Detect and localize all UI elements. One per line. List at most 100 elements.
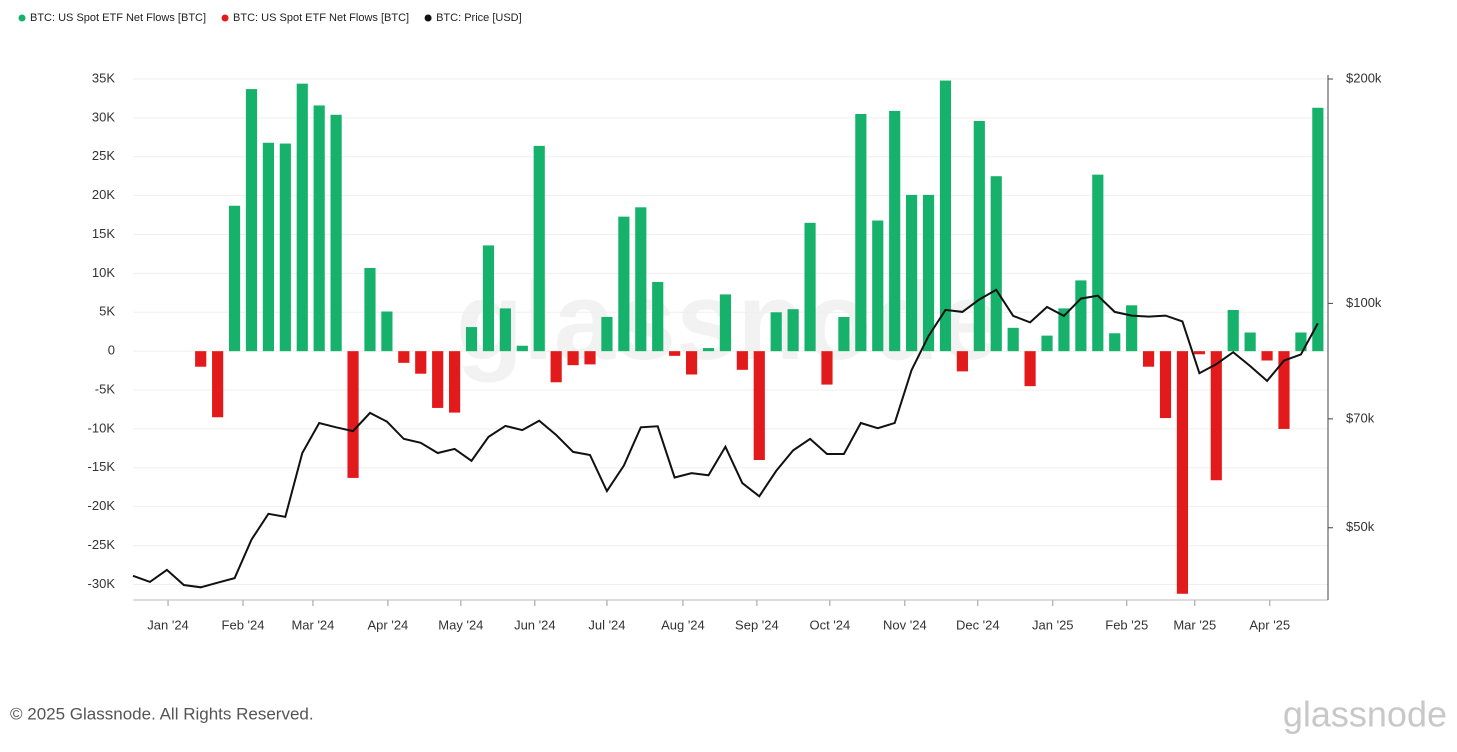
legend-marker (18, 14, 26, 22)
bar (482, 245, 495, 352)
y-tick-label: -5K (95, 381, 116, 396)
y-tick-label: -20K (88, 498, 116, 513)
bar (1075, 280, 1087, 352)
bar (415, 351, 427, 374)
y-tick-label: -10K (88, 420, 116, 435)
price-line (132, 288, 1319, 589)
bar (1159, 351, 1172, 419)
x-tick-label: Feb '25 (1105, 617, 1148, 632)
bar (990, 176, 1002, 352)
bar (685, 351, 698, 375)
bar (228, 205, 241, 352)
y2-tick-label: $200k (1346, 70, 1382, 85)
bar (347, 351, 359, 478)
bar (1058, 308, 1070, 352)
bar (838, 316, 850, 352)
y2-tick-label: $70k (1346, 410, 1375, 425)
bar (1142, 351, 1155, 367)
legend-label: BTC: US Spot ETF Net Flows [BTC] (233, 12, 409, 24)
bar (432, 351, 444, 408)
y-tick-label: 25K (92, 148, 115, 163)
bar (465, 327, 478, 352)
logo: glassnode (1283, 694, 1447, 735)
bar (1278, 351, 1290, 429)
bar (1210, 351, 1222, 481)
bar (787, 309, 799, 352)
x-tick-label: Aug '24 (661, 617, 705, 632)
y-tick-label: 35K (92, 70, 115, 85)
bar (296, 83, 308, 352)
x-tick-label: Sep '24 (735, 617, 779, 632)
bar (245, 89, 258, 352)
x-tick-label: Apr '24 (368, 617, 409, 632)
y-tick-label: 30K (92, 109, 115, 124)
bar (550, 351, 562, 383)
x-tick-label: Dec '24 (956, 617, 1000, 632)
bar (804, 222, 816, 352)
bar (279, 143, 291, 352)
legend-marker (424, 14, 432, 22)
x-tick-label: Oct '24 (809, 617, 850, 632)
legend-marker (221, 14, 229, 22)
bar (330, 114, 342, 352)
bar (889, 110, 901, 352)
bar (872, 220, 884, 352)
x-tick-label: Apr '25 (1249, 617, 1290, 632)
bar (855, 113, 867, 352)
x-tick-label: Jun '24 (514, 617, 556, 632)
bar (1295, 332, 1307, 352)
x-tick-label: Feb '24 (222, 617, 265, 632)
bar (618, 216, 630, 352)
bar (939, 80, 952, 352)
y2-tick-label: $100k (1346, 295, 1382, 310)
x-tick-label: Mar '25 (1173, 617, 1216, 632)
bar (1227, 309, 1239, 352)
bar (719, 294, 732, 352)
bar (922, 194, 935, 352)
bar (1041, 335, 1053, 352)
bar (1007, 327, 1019, 352)
x-tick-label: Jan '24 (147, 617, 189, 632)
bar (364, 267, 376, 352)
bar (195, 351, 207, 367)
bar (635, 207, 647, 352)
bar (1176, 351, 1189, 594)
bar (601, 316, 613, 352)
bar (702, 348, 715, 352)
bar (1244, 332, 1256, 352)
bar (381, 311, 393, 352)
bar (1312, 107, 1324, 352)
bar (770, 312, 782, 352)
legend-label: BTC: Price [USD] (436, 12, 522, 24)
bar (499, 308, 511, 352)
footer: © 2025 Glassnode. All Rights Reserved. (10, 704, 314, 723)
y-tick-label: -15K (88, 459, 116, 474)
y-tick-label: -30K (88, 576, 116, 591)
x-tick-label: Jul '24 (588, 617, 625, 632)
y2-tick-label: $50k (1346, 519, 1375, 534)
bar (1261, 351, 1273, 361)
y-tick-label: 15K (92, 226, 115, 241)
bar (533, 145, 545, 352)
y-tick-label: 10K (92, 265, 115, 280)
bar (753, 351, 765, 461)
x-tick-label: Jan '25 (1032, 617, 1074, 632)
y-tick-label: -25K (88, 537, 116, 552)
bar (652, 281, 664, 352)
bar (1092, 174, 1104, 352)
y-tick-label: 20K (92, 187, 115, 202)
bar (906, 194, 918, 352)
bar (212, 351, 224, 418)
x-tick-label: May '24 (438, 617, 483, 632)
x-tick-label: Mar '24 (291, 617, 334, 632)
bar (956, 351, 968, 372)
bar (449, 351, 461, 413)
bar (973, 120, 985, 352)
legend-label: BTC: US Spot ETF Net Flows [BTC] (30, 12, 206, 24)
bar (1126, 305, 1138, 352)
bar (398, 351, 410, 363)
y-tick-label: 5K (99, 304, 115, 319)
bar (584, 351, 596, 365)
bar (821, 351, 833, 385)
